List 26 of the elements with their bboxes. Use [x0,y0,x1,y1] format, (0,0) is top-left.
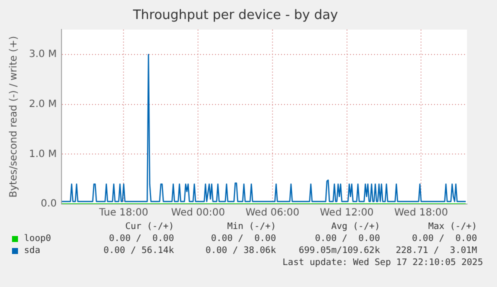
x-tick-label: Wed 12:00 [320,208,374,219]
x-tick-label: Wed 06:00 [246,208,300,219]
text: Last update: Wed Sep 17 22:10:05 2025 [282,258,484,268]
legend-label: sda [24,246,40,256]
y-axis-title: Bytes/second read (-) / write (+) [8,36,20,198]
text: Cur (-/+) [124,222,174,232]
text: 699.05m/109.62k [298,246,380,256]
text: 228.71 / 3.01M [394,246,477,256]
text: 0.00 / 0.00 [210,234,276,244]
y-tick-label: 0.0 [40,198,57,210]
text: 0.00 / 38.06k [204,246,276,256]
y-tick-label: 1.0 M [28,148,57,160]
text: 0.00 / 0.00 [410,234,477,244]
x-tick-label: Wed 00:00 [171,208,225,219]
text: 0.00 / 0.00 [108,234,174,244]
legend-label: loop0 [24,234,52,244]
x-tick-label: Wed 18:00 [394,208,448,219]
text: Avg (-/+) [330,222,380,232]
text: Max (-/+) [427,222,477,232]
text: 0.00 / 0.00 [314,234,380,244]
text: Min (-/+) [226,222,276,232]
text: 0.00 / 56.14k [102,246,174,256]
x-tick-label: Tue 18:00 [98,208,148,219]
y-tick-label: 2.0 M [28,98,57,110]
chart-title: Throughput per device - by day [132,8,338,24]
y-tick-label: 3.0 M [28,49,57,60]
